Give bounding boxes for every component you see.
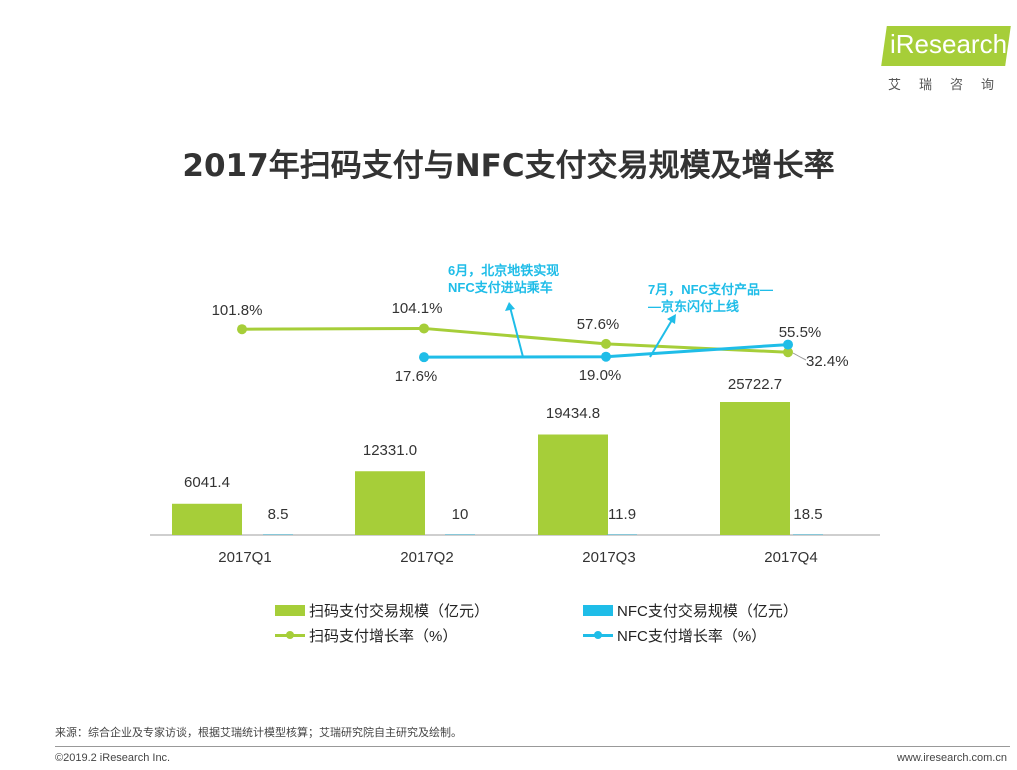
scan-volume-bar	[538, 434, 608, 535]
scan-volume-label: 19434.8	[546, 405, 600, 422]
iresearch-logo: iResearch 艾瑞咨询	[880, 22, 1013, 97]
legend-swatch-scan-growth	[275, 630, 305, 641]
x-tick-label: 2017Q3	[582, 549, 635, 566]
copyright: ©2019.2 iResearch Inc.	[55, 752, 171, 764]
chart-title: 2017年扫码支付与NFC支付交易规模及增长率	[182, 148, 835, 184]
legend-label-scan-growth: 扫码支付增长率（%）	[309, 628, 458, 645]
legend-swatch-scan-volume	[275, 605, 305, 616]
chart-legend: 扫码支付交易规模（亿元） NFC支付交易规模（亿元） 扫码支付增长率（%） NF…	[275, 600, 835, 650]
legend-label-scan-volume: 扫码支付交易规模（亿元）	[309, 603, 490, 620]
scan-volume-label: 12331.0	[363, 442, 417, 459]
nfc-growth-label: 19.0%	[579, 367, 622, 384]
annotation-text: —京东闪付上线	[648, 299, 739, 314]
annotation-arrowhead	[667, 314, 676, 324]
scan-volume-label: 25722.7	[728, 376, 782, 393]
scan-volume-label: 6041.4	[184, 474, 230, 491]
scan-growth-point	[601, 338, 611, 349]
x-tick-label: 2017Q2	[400, 549, 453, 566]
scan-growth-leader	[792, 352, 807, 361]
annotation-text: 7月，NFC支付产品—	[648, 282, 773, 297]
legend-label-nfc-growth: NFC支付增长率（%）	[617, 628, 767, 645]
nfc-volume-label: 8.5	[268, 506, 289, 523]
nfc-growth-point	[783, 339, 793, 350]
annotation-text: 6月，北京地铁实现	[448, 263, 559, 278]
source-note: 来源：综合企业及专家访谈，根据艾瑞统计模型核算；艾瑞研究院自主研究及绘制。	[55, 727, 462, 739]
annotation-pointer	[649, 319, 673, 358]
scan-volume-bar	[355, 471, 425, 535]
scan-growth-point	[783, 347, 793, 358]
footer-divider	[55, 746, 1010, 747]
scan-growth-line	[241, 326, 789, 354]
nfc-growth-label: 55.5%	[779, 324, 822, 341]
scan-volume-bar	[172, 503, 242, 535]
legend-item-nfc-volume: NFC支付交易规模（亿元）	[583, 600, 798, 621]
logo-subtitle: 艾瑞咨询	[888, 77, 1013, 92]
legend-swatch-nfc-volume	[583, 605, 613, 616]
annotation-text: NFC支付进站乘车	[448, 280, 553, 295]
nfc-volume-label: 10	[452, 506, 469, 523]
scan-volume-bar	[720, 402, 790, 535]
legend-item-nfc-growth: NFC支付增长率（%）	[583, 625, 766, 646]
legend-item-scan-growth: 扫码支付增长率（%）	[275, 625, 457, 646]
chart-area: 2017Q1 2017Q2 2017Q3 2017Q4 6041.4 12331.0 194…	[150, 263, 880, 566]
annotation-pointer	[509, 306, 524, 358]
x-tick-label: 2017Q4	[764, 549, 817, 566]
scan-growth-point	[237, 324, 247, 335]
nfc-volume-label: 11.9	[608, 506, 636, 523]
scan-growth-label: 57.6%	[577, 316, 620, 333]
scan-growth-label: 101.8%	[212, 302, 263, 319]
scan-growth-label: 32.4%	[806, 353, 849, 370]
legend-label-nfc-volume: NFC支付交易规模（亿元）	[617, 603, 798, 620]
nfc-volume-label: 18.5	[793, 506, 822, 523]
nfc-growth-point	[419, 352, 429, 363]
x-tick-label: 2017Q1	[218, 549, 271, 566]
legend-swatch-nfc-growth	[583, 630, 613, 641]
scan-growth-point	[419, 323, 429, 334]
logo-text: iResearch	[890, 29, 1008, 59]
website: www.iresearch.com.cn	[896, 752, 1007, 764]
nfc-growth-label: 17.6%	[395, 368, 438, 385]
annotation-arrowhead	[505, 302, 515, 311]
scan-growth-label: 104.1%	[392, 300, 443, 317]
legend-item-scan-volume: 扫码支付交易规模（亿元）	[275, 600, 489, 621]
nfc-growth-point	[601, 351, 611, 362]
